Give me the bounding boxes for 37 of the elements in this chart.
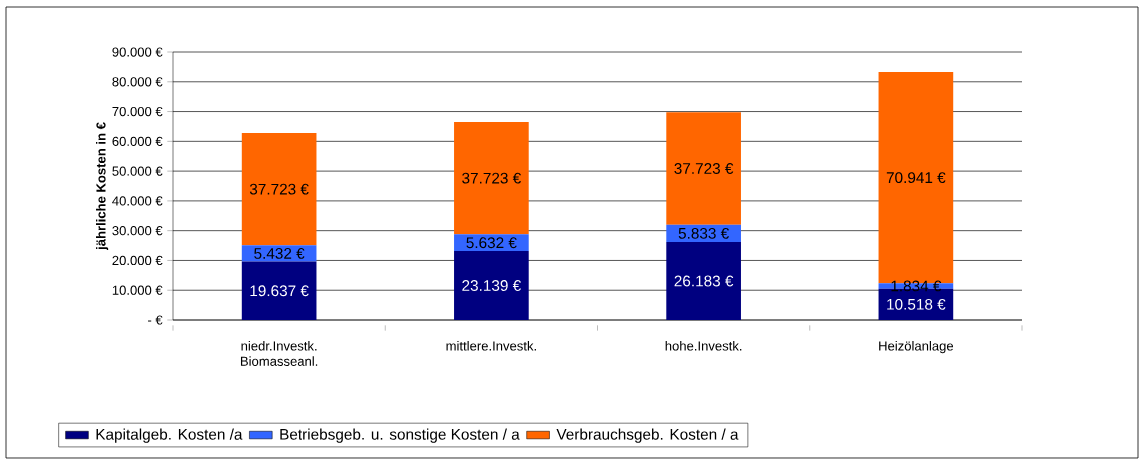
y-tick-label: 20.000 € [112,255,163,266]
legend-label: Verbrauchsgeb. Kosten / a [556,428,739,443]
bar [241,245,317,262]
legend-label: Kapitalgeb. Kosten /a [96,428,243,443]
x-tick-label: mittlere.Investk. [446,340,536,351]
y-tick-label: - € [148,315,163,325]
bar [241,261,317,320]
bar [454,251,529,320]
bar [666,242,741,320]
data-label: 5.833 € [678,227,729,239]
data-label: 5.632 € [466,237,517,249]
data-label: 37.723 € [674,163,734,174]
data-label: 37.723 € [462,172,521,184]
bar [454,122,529,235]
data-label: 70.941 € [886,172,946,184]
data-label: 26.183 € [674,275,734,287]
data-label: 19.637 € [250,285,309,297]
y-tick-label: 60.000 € [112,136,163,146]
x-tick-label: hohe.Investk. [665,340,742,351]
bar [241,133,317,246]
data-label: 37.723 € [249,183,309,195]
x-tick-label: Heizölanlage [879,340,954,354]
x-tick-label: niedr.Investk. Biomasseanl. [240,340,318,366]
data-label: 1.834 € [891,280,942,292]
y-axis-title: jährliche Kosten in € [96,122,109,251]
bar [666,112,741,225]
y-tick-label: 90.000 € [112,47,163,57]
y-tick-label: 70.000 € [112,106,163,117]
legend-label: Betriebsgeb. u. sonstige Kosten / a [280,428,520,443]
y-tick-label: 50.000 € [112,166,163,176]
y-tick-label: 40.000 € [112,196,163,206]
data-label: 10.518 € [887,298,946,310]
y-tick-label: 10.000 € [112,285,163,295]
data-label: 5.432 € [254,248,305,259]
y-tick-label: 80.000 € [112,77,163,87]
data-label: 23.139 € [462,280,521,291]
y-tick-label: 30.000 € [112,226,163,236]
